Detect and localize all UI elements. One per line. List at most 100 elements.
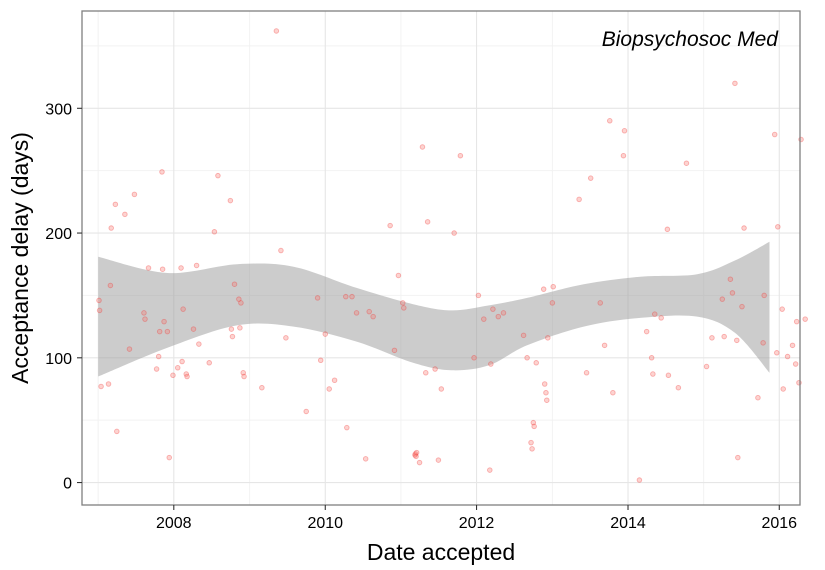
data-point xyxy=(576,196,582,203)
data-point xyxy=(96,297,102,304)
data-point xyxy=(303,408,309,415)
data-point xyxy=(650,371,656,377)
data-point xyxy=(190,326,197,332)
data-point xyxy=(131,191,138,198)
data-point xyxy=(349,293,355,300)
data-point xyxy=(541,381,548,387)
data-point xyxy=(784,353,791,360)
data-point xyxy=(161,318,167,325)
data-point xyxy=(259,384,265,391)
data-point xyxy=(540,286,547,292)
data-point xyxy=(107,282,114,289)
data-point xyxy=(419,144,426,150)
y-axis-title: Acceptance delay (days) xyxy=(7,132,33,384)
data-point xyxy=(490,306,496,312)
data-point xyxy=(96,307,103,314)
x-tick-label: 2016 xyxy=(761,515,797,532)
data-point xyxy=(545,335,551,341)
data-point xyxy=(412,452,418,458)
x-tick-label: 2014 xyxy=(610,515,646,532)
data-point xyxy=(322,331,329,337)
data-point xyxy=(779,306,785,312)
data-point xyxy=(451,230,457,236)
data-point xyxy=(416,459,423,466)
data-point xyxy=(648,355,655,361)
data-point xyxy=(636,477,643,483)
data-point xyxy=(206,360,212,366)
data-point xyxy=(471,355,477,361)
data-point xyxy=(366,308,372,315)
points-layer xyxy=(96,28,808,483)
data-point xyxy=(331,377,338,384)
data-point xyxy=(231,281,238,287)
y-tick-label: 300 xyxy=(45,101,72,118)
data-point xyxy=(528,439,534,446)
data-point xyxy=(126,346,133,352)
confidence-band xyxy=(98,241,770,377)
data-point xyxy=(215,172,221,179)
data-point xyxy=(424,219,431,225)
data-point xyxy=(721,333,727,340)
plot-border xyxy=(81,10,801,506)
y-axis: 0 100 200 300 xyxy=(45,101,82,493)
data-point xyxy=(105,381,112,387)
data-point xyxy=(610,389,616,396)
data-point xyxy=(709,335,715,341)
data-point xyxy=(413,449,420,456)
data-point xyxy=(488,361,494,367)
data-point xyxy=(211,229,218,235)
data-point xyxy=(544,397,550,403)
y-tick-label: 200 xyxy=(45,226,72,243)
data-point xyxy=(273,28,280,34)
data-point xyxy=(401,305,407,311)
data-point xyxy=(283,335,289,341)
data-point xyxy=(500,310,507,316)
data-point xyxy=(760,340,766,346)
data-point xyxy=(601,342,608,349)
data-point xyxy=(531,423,537,430)
data-point xyxy=(739,303,745,310)
data-point xyxy=(241,373,247,380)
data-point xyxy=(583,370,590,376)
data-point xyxy=(643,328,650,335)
data-point xyxy=(549,300,556,306)
data-point xyxy=(170,372,176,379)
data-point xyxy=(423,370,429,376)
data-point xyxy=(193,262,200,269)
data-point xyxy=(98,383,104,390)
data-point xyxy=(387,222,393,229)
data-point xyxy=(607,118,613,124)
data-point xyxy=(620,152,627,159)
data-point xyxy=(391,347,398,354)
data-point xyxy=(412,451,419,457)
data-point xyxy=(344,424,350,431)
data-point xyxy=(159,266,166,272)
data-point xyxy=(142,316,148,322)
data-point xyxy=(145,265,152,271)
data-point xyxy=(793,318,800,325)
data-point xyxy=(362,456,369,462)
data-point xyxy=(664,226,671,233)
data-point xyxy=(155,353,162,360)
data-point xyxy=(792,361,799,367)
data-point xyxy=(780,386,786,392)
data-point xyxy=(229,333,236,340)
data-point xyxy=(658,315,664,321)
data-point xyxy=(141,310,147,316)
chart-annotation: Biopsychosoc Med xyxy=(602,28,780,51)
data-point xyxy=(400,300,406,306)
data-point xyxy=(179,358,185,365)
y-tick-label: 100 xyxy=(45,351,72,368)
data-point xyxy=(238,300,244,306)
data-point xyxy=(665,372,672,379)
data-point xyxy=(112,201,119,208)
data-point xyxy=(703,363,710,370)
data-point xyxy=(114,428,120,435)
data-point xyxy=(108,225,114,231)
data-point xyxy=(621,128,628,134)
data-point xyxy=(435,457,442,463)
data-point xyxy=(524,355,530,361)
data-point xyxy=(529,446,535,452)
data-point xyxy=(166,454,172,461)
